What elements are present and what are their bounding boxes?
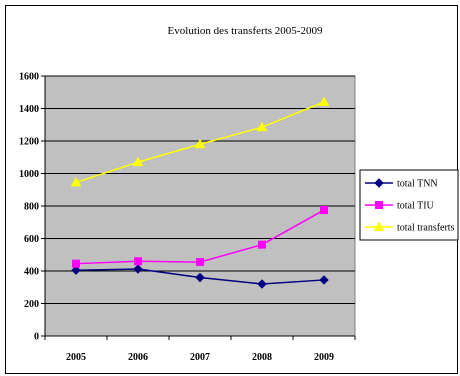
legend-marker-total-tnn: [374, 178, 384, 188]
y-tick-label: 1200: [19, 137, 39, 148]
legend-marker-total-tiu: [375, 201, 383, 209]
data-point-total-tiu: [258, 240, 266, 249]
data-point-total-transferts: [194, 138, 206, 149]
y-tick-label: 400: [24, 267, 39, 278]
legend: total TNN total TIU total transferts: [359, 169, 459, 241]
x-tick-label: 2009: [314, 352, 334, 363]
x-tick-label: 2006: [128, 352, 148, 363]
legend-label: total TNN: [397, 179, 438, 190]
data-point-total-tnn: [71, 265, 81, 275]
y-tick-label: 800: [24, 202, 39, 213]
data-point-total-transferts: [256, 121, 268, 132]
data-point-total-transferts: [318, 96, 330, 106]
data-point-total-tnn: [195, 272, 205, 283]
x-tick-label: 2007: [190, 352, 210, 363]
y-tick-label: 600: [24, 234, 39, 245]
data-point-total-tiu: [72, 259, 80, 268]
y-tick-label: 200: [24, 299, 39, 310]
data-point-total-tnn: [133, 264, 143, 274]
x-tick-label: 2005: [66, 352, 86, 363]
data-point-total-tnn: [319, 275, 329, 285]
data-point-total-tiu: [134, 257, 142, 266]
plot-area: 0 200 400 600 800 1000 1200 1400 1600 2005 2006 200…: [19, 72, 356, 363]
legend-label: total transferts: [397, 223, 455, 234]
y-tick-label: 1600: [19, 72, 39, 83]
y-tick-label: 0: [34, 332, 39, 343]
legend-label: total TIU: [397, 201, 435, 212]
chart-title: Evolution des transferts 2005-2009: [168, 25, 323, 37]
data-point-total-tnn: [257, 279, 267, 289]
data-point-total-transferts: [70, 176, 82, 187]
data-point-total-transferts: [132, 156, 144, 167]
legend-marker-total-transferts: [373, 221, 385, 231]
data-point-total-tiu: [196, 258, 204, 267]
x-tick-label: 2008: [252, 352, 272, 363]
y-tick-label: 1400: [19, 104, 39, 115]
data-point-total-tiu: [320, 206, 328, 215]
y-tick-label: 1000: [19, 169, 39, 180]
